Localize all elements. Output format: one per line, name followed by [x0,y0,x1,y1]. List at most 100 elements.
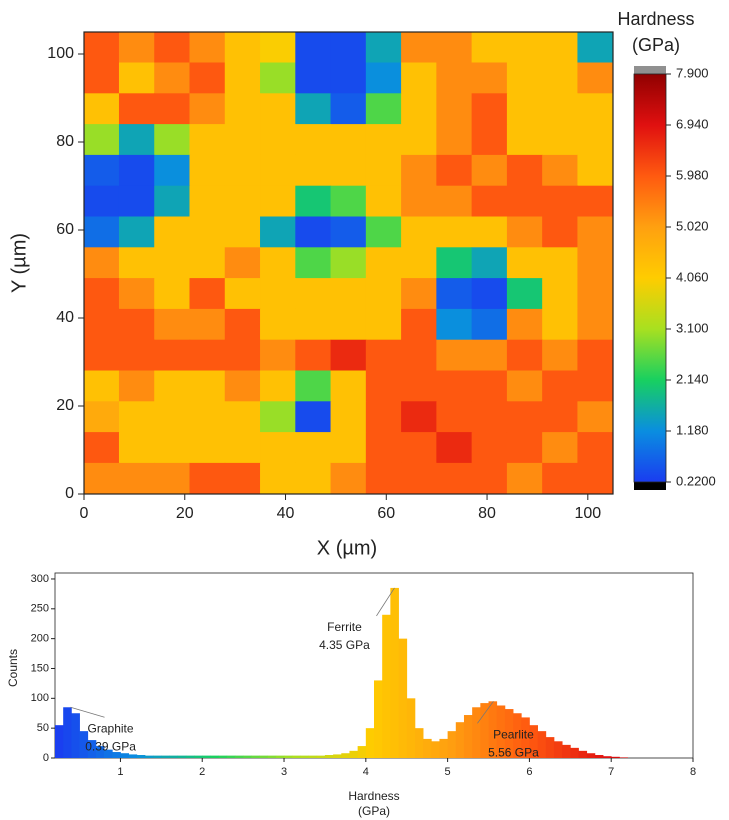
map-cell [330,185,367,218]
histogram-bar [104,749,113,758]
map-cell [436,247,473,279]
map-cell [542,401,579,433]
histogram-bar [513,713,522,758]
histogram-bar [79,731,89,758]
map-cell [401,247,437,279]
map-cell [189,32,226,64]
y-tick-label: 50 [37,722,49,734]
map-cell [154,154,191,187]
map-cell [84,339,120,372]
map-cell [84,124,120,156]
map-cell [506,370,543,402]
histogram-bar [406,698,416,758]
map-cell [436,462,473,494]
map-cell [84,370,120,402]
map-cell [471,32,508,64]
map-cell [471,154,508,187]
map-cell [260,278,296,310]
colorbar-tick-label: 3.100 [676,320,709,335]
histogram-bar [390,587,399,758]
map-cell [471,308,508,341]
map-cell [154,93,191,125]
map-cell [436,185,473,218]
map-frame [83,31,614,495]
map-cell [365,62,402,94]
map-cell [224,216,261,248]
x-tick-label: 8 [690,766,696,778]
map-cell [118,62,155,94]
map-cell [330,462,367,494]
map-cell [365,247,402,279]
colorbar-over [634,66,666,74]
map-cell [330,339,367,372]
map-cell [436,32,473,64]
map-cell [401,432,437,464]
map-cell [436,308,473,341]
map-cell [295,401,332,433]
histogram-bar [603,756,612,758]
map-cell [542,308,579,341]
histogram-bar [480,703,489,758]
map-cell [401,154,437,187]
map-cell [436,62,473,94]
map-cell [224,124,261,156]
map-cell [436,154,473,187]
histogram-bar [488,701,498,758]
map-cell [330,216,367,248]
map-cell [577,370,613,402]
histogram-bar [259,755,269,758]
colorbar-tick-label: 4.060 [676,269,709,284]
map-cell [154,124,191,156]
map-cell [189,278,226,310]
histogram-bar [251,755,260,758]
y-tick-label: 150 [31,662,49,674]
map-cell [84,247,120,279]
x-tick-label: 80 [478,505,496,522]
map-cell [189,370,226,402]
map-cell [84,154,120,187]
map-cell [84,216,120,248]
map-cell [401,185,437,218]
histogram-bar [284,755,293,758]
colorbar-tick-label: 0.2200 [676,473,716,488]
histogram-bar [382,614,391,758]
map-cell [401,370,437,402]
map-cell [542,62,579,94]
colorbar-tick-label: 6.940 [676,116,709,131]
histogram-bar [619,757,628,758]
map-cell [224,93,261,125]
map-cell [295,278,332,310]
histogram-bar [545,737,555,758]
map-cell [224,278,261,310]
x-tick-label: 1 [117,766,123,778]
map-cell [260,154,296,187]
map-cell [330,370,367,402]
histogram-bar [63,707,72,758]
map-cell [471,370,508,402]
histogram-bar [414,728,424,758]
map-cell [365,278,402,310]
x-tick-label: 5 [445,766,451,778]
histogram-bar [226,755,236,758]
map-cell [224,154,261,187]
x-tick-label: 100 [574,505,601,522]
histogram-bar [202,755,211,758]
histogram-bar [398,638,408,758]
annotation-leader [376,587,395,617]
map-cell [506,93,543,125]
histogram-bar [144,755,154,758]
map-cell [577,216,613,248]
histogram-bar [521,717,530,758]
map-cell [154,216,191,248]
x-tick-label: 60 [377,505,395,522]
map-cell [401,401,437,433]
histogram-bar [586,753,596,758]
x-tick-label: 0 [80,505,89,522]
map-cell [84,401,120,433]
map-cell [436,124,473,156]
map-cell [189,339,226,372]
map-cell [260,32,296,64]
map-cell [118,185,155,218]
map-cell [154,185,191,218]
x-tick-label: 6 [526,766,532,778]
